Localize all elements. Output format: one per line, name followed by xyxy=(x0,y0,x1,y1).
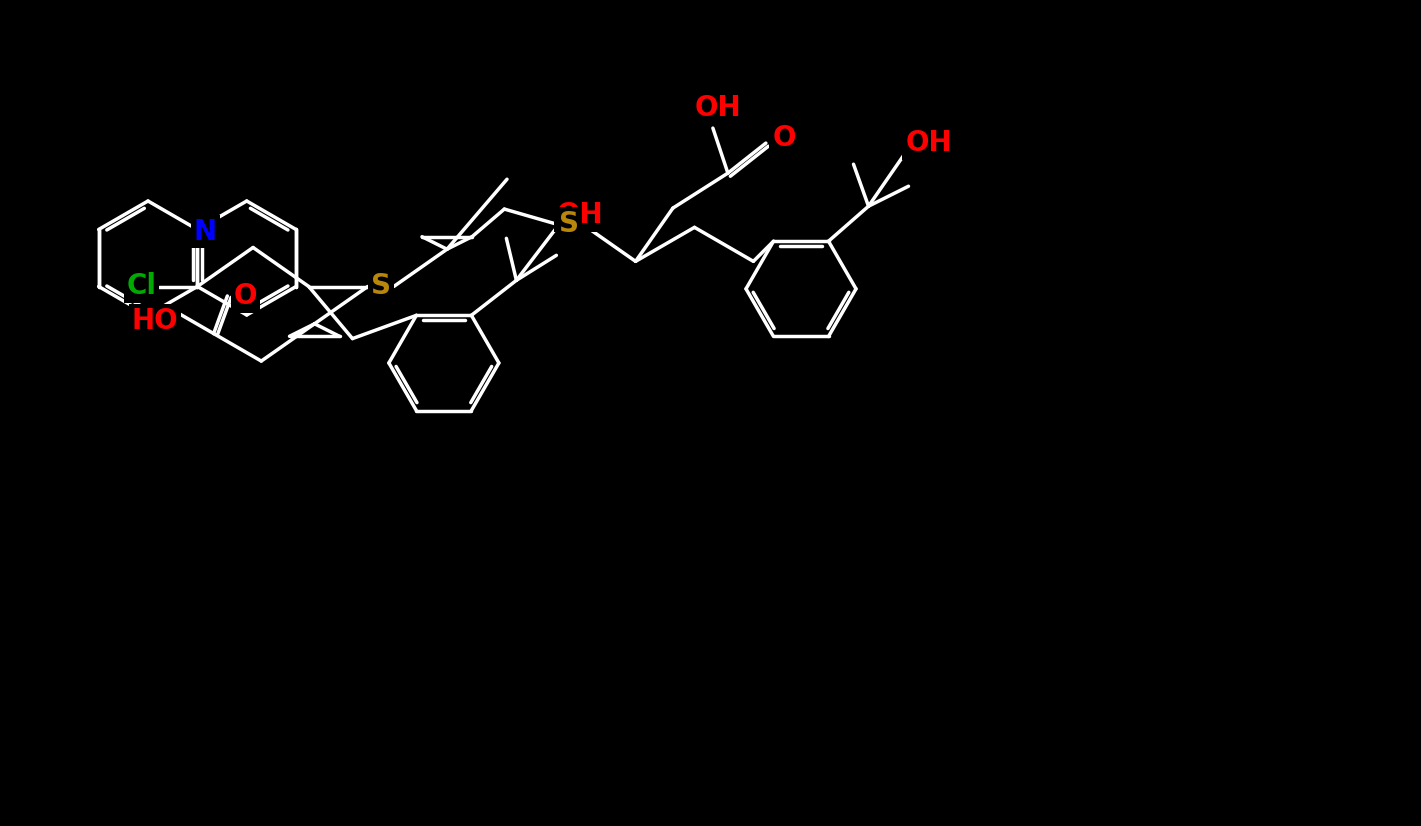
Text: S: S xyxy=(371,273,391,301)
Text: O: O xyxy=(233,282,257,310)
Text: Cl: Cl xyxy=(126,273,156,301)
Text: OH: OH xyxy=(905,129,952,157)
Text: OH: OH xyxy=(557,202,604,230)
Text: N: N xyxy=(193,217,217,245)
Text: S: S xyxy=(560,210,580,238)
Text: OH: OH xyxy=(695,94,742,122)
Text: HO: HO xyxy=(132,306,179,335)
Text: O: O xyxy=(772,124,796,152)
